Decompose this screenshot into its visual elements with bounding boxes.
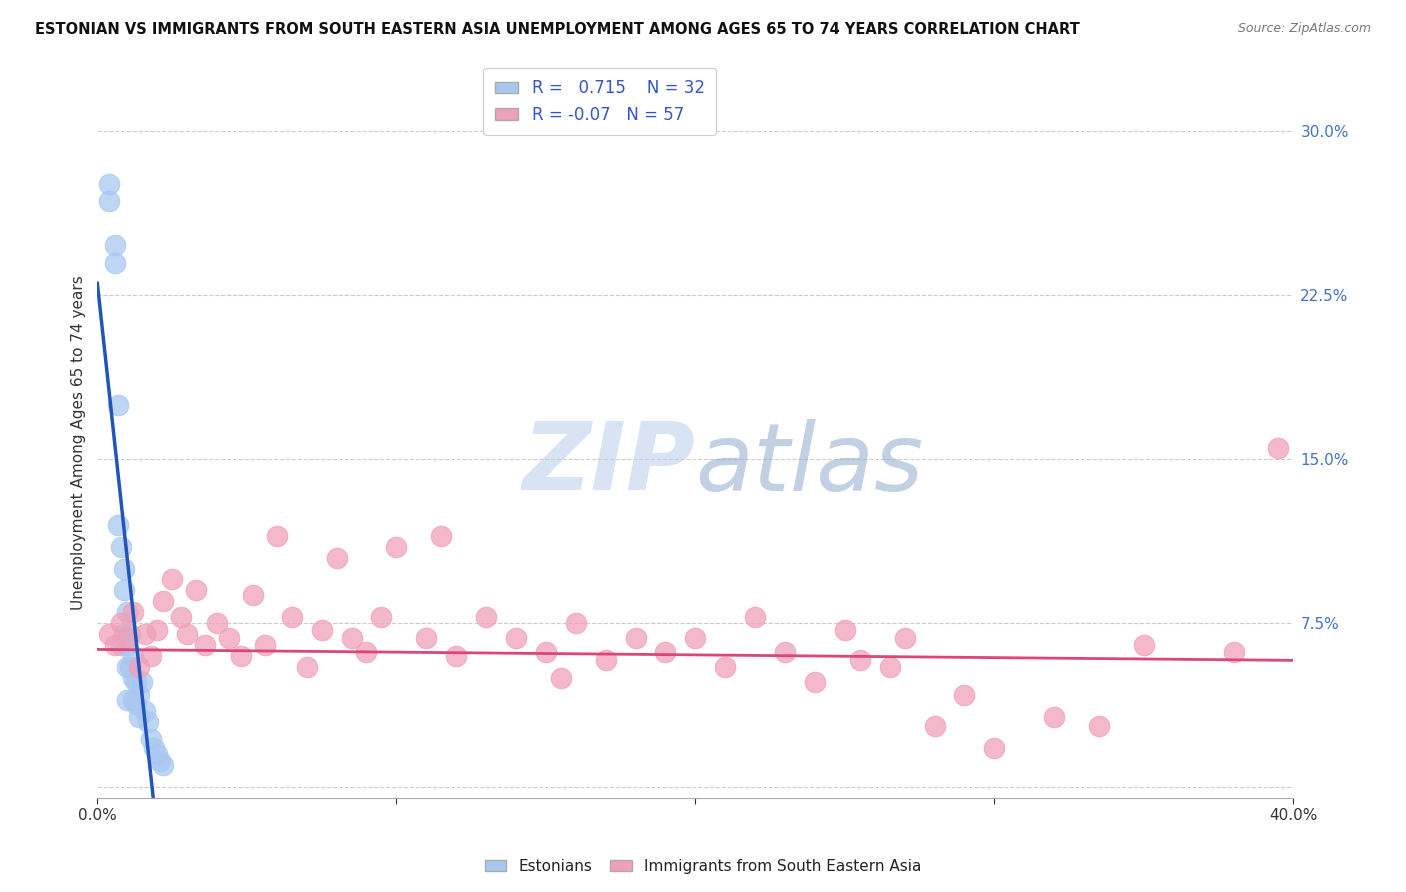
Point — [104, 638, 127, 652]
Point — [125, 697, 148, 711]
Point — [325, 550, 347, 565]
Point — [98, 194, 121, 209]
Point — [117, 605, 139, 619]
Point — [149, 754, 172, 768]
Point — [152, 594, 174, 608]
Point — [340, 632, 363, 646]
Point — [253, 638, 276, 652]
Point — [1043, 710, 1066, 724]
Text: ESTONIAN VS IMMIGRANTS FROM SOUTH EASTERN ASIA UNEMPLOYMENT AMONG AGES 65 TO 74 : ESTONIAN VS IMMIGRANTS FROM SOUTH EASTER… — [35, 22, 1080, 37]
Point — [356, 645, 378, 659]
Point — [295, 660, 318, 674]
Point — [430, 529, 453, 543]
Text: atlas: atlas — [696, 418, 924, 509]
Point — [128, 689, 150, 703]
Point — [385, 540, 408, 554]
Point — [122, 648, 145, 663]
Y-axis label: Unemployment Among Ages 65 to 74 years: Unemployment Among Ages 65 to 74 years — [72, 276, 86, 610]
Point — [98, 177, 121, 191]
Point — [112, 627, 135, 641]
Point — [879, 660, 901, 674]
Point — [1222, 645, 1244, 659]
Text: Source: ZipAtlas.com: Source: ZipAtlas.com — [1237, 22, 1371, 36]
Point — [122, 671, 145, 685]
Point — [242, 588, 264, 602]
Point — [744, 609, 766, 624]
Point — [229, 648, 252, 663]
Point — [415, 632, 437, 646]
Point — [218, 632, 240, 646]
Point — [128, 660, 150, 674]
Point — [550, 671, 572, 685]
Point — [128, 710, 150, 724]
Point — [370, 609, 392, 624]
Point — [893, 632, 915, 646]
Point — [122, 692, 145, 706]
Point — [685, 632, 707, 646]
Point — [924, 719, 946, 733]
Point — [117, 638, 139, 652]
Legend: Estonians, Immigrants from South Eastern Asia: Estonians, Immigrants from South Eastern… — [478, 853, 928, 880]
Legend: R =   0.715    N = 32, R = -0.07   N = 57: R = 0.715 N = 32, R = -0.07 N = 57 — [484, 68, 716, 136]
Point — [107, 517, 129, 532]
Point — [104, 255, 127, 269]
Point — [120, 660, 142, 674]
Point — [104, 238, 127, 252]
Point — [146, 623, 169, 637]
Point — [112, 561, 135, 575]
Point — [160, 573, 183, 587]
Point — [143, 740, 166, 755]
Point — [152, 758, 174, 772]
Point — [134, 704, 156, 718]
Point — [565, 616, 588, 631]
Point — [125, 675, 148, 690]
Point — [1267, 442, 1289, 456]
Point — [266, 529, 288, 543]
Point — [595, 653, 617, 667]
Point — [834, 623, 856, 637]
Point — [1088, 719, 1111, 733]
Point — [117, 692, 139, 706]
Point — [534, 645, 557, 659]
Point — [205, 616, 228, 631]
Point — [194, 638, 217, 652]
Point — [117, 660, 139, 674]
Point — [134, 627, 156, 641]
Point — [141, 732, 163, 747]
Point — [136, 714, 159, 729]
Text: ZIP: ZIP — [523, 418, 696, 510]
Point — [98, 627, 121, 641]
Point — [131, 675, 153, 690]
Point — [146, 747, 169, 762]
Point — [107, 398, 129, 412]
Point — [983, 740, 1005, 755]
Point — [170, 609, 193, 624]
Point — [804, 675, 827, 690]
Point — [624, 632, 647, 646]
Point — [110, 616, 132, 631]
Point — [176, 627, 198, 641]
Point — [110, 638, 132, 652]
Point — [120, 627, 142, 641]
Point — [773, 645, 796, 659]
Point — [141, 648, 163, 663]
Point — [953, 689, 976, 703]
Point — [110, 540, 132, 554]
Point — [280, 609, 302, 624]
Point — [654, 645, 676, 659]
Point — [1133, 638, 1156, 652]
Point — [714, 660, 737, 674]
Point — [505, 632, 527, 646]
Point — [475, 609, 498, 624]
Point — [122, 605, 145, 619]
Point — [311, 623, 333, 637]
Point — [117, 632, 139, 646]
Point — [444, 648, 467, 663]
Point — [184, 583, 207, 598]
Point — [112, 583, 135, 598]
Point — [849, 653, 872, 667]
